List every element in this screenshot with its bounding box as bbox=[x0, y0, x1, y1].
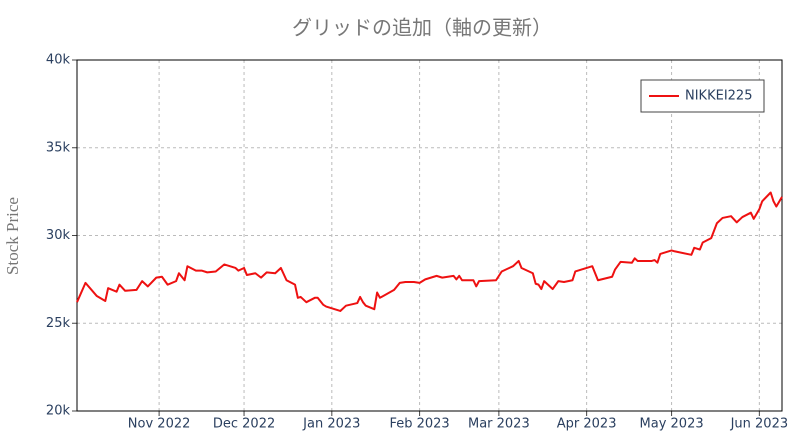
x-tick-label: Jun 2023 bbox=[730, 417, 789, 432]
x-tick-label: May 2023 bbox=[640, 417, 704, 432]
y-tick-label: 30k bbox=[46, 228, 71, 243]
legend: NIKKEI225 bbox=[640, 79, 765, 113]
x-tick-label: Feb 2023 bbox=[389, 417, 449, 432]
x-tick-label: Apr 2023 bbox=[557, 417, 617, 432]
y-tick-label: 20k bbox=[46, 404, 71, 419]
y-axis-label: Stock Price bbox=[3, 197, 22, 275]
line-series bbox=[76, 191, 783, 312]
x-tick-label: Dec 2022 bbox=[213, 417, 275, 432]
y-tick-label: 35k bbox=[46, 140, 71, 155]
x-tick-label: Nov 2022 bbox=[128, 417, 191, 432]
x-tick-label: Jan 2023 bbox=[302, 417, 360, 432]
legend-label: NIKKEI225 bbox=[685, 89, 752, 104]
y-tick-label: 40k bbox=[46, 53, 71, 68]
y-tick-label: 25k bbox=[46, 316, 71, 331]
chart-title: グリッドの追加（軸の更新） bbox=[292, 16, 552, 40]
plot-frame bbox=[76, 59, 783, 412]
x-tick-label: Mar 2023 bbox=[468, 417, 530, 432]
